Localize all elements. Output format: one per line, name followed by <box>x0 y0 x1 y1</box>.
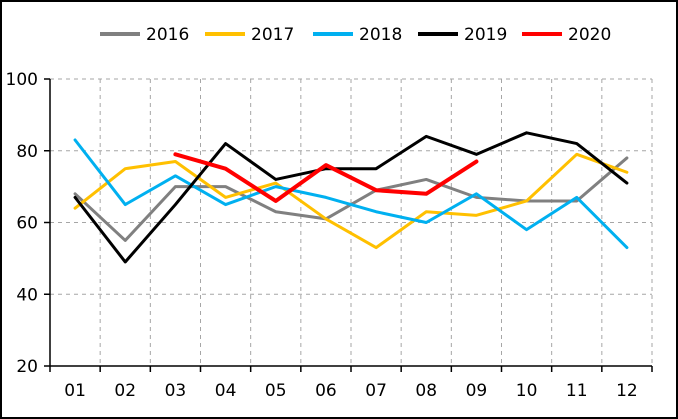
legend-label-2018: 2018 <box>359 25 402 45</box>
x-tick-label: 12 <box>616 381 638 401</box>
y-tick-label: 100 <box>6 70 38 90</box>
x-tick-label: 01 <box>64 381 86 401</box>
x-tick-label: 06 <box>315 381 337 401</box>
legend-label-2017: 2017 <box>251 25 294 45</box>
y-tick-label: 80 <box>16 142 38 162</box>
series-lines <box>73 131 629 264</box>
series-line-2017 <box>73 152 629 250</box>
x-tick-label: 10 <box>516 381 538 401</box>
x-tick-label: 05 <box>265 381 287 401</box>
y-tick-label: 20 <box>16 357 38 377</box>
series-line-2019 <box>73 131 629 264</box>
x-tick-label: 03 <box>165 381 187 401</box>
x-tick-label: 07 <box>365 381 387 401</box>
x-tick-label: 02 <box>114 381 136 401</box>
legend-label-2016: 2016 <box>146 25 189 45</box>
legend-label-2020: 2020 <box>568 25 611 45</box>
x-tick-label: 09 <box>466 381 488 401</box>
series-line-2020 <box>173 152 479 203</box>
x-tick-label: 11 <box>566 381 588 401</box>
legend: 2016 2017 2018 2019 2020 <box>100 25 611 45</box>
y-tick-label: 40 <box>16 285 38 305</box>
y-tick-label: 60 <box>16 214 38 234</box>
x-tick-label: 08 <box>415 381 437 401</box>
series-line-2018 <box>73 138 629 250</box>
axes: 20 40 60 80 100 01 02 03 04 05 06 07 08 09 10 11 12 <box>6 70 653 401</box>
x-tick-label: 04 <box>215 381 237 401</box>
legend-label-2019: 2019 <box>464 25 507 45</box>
